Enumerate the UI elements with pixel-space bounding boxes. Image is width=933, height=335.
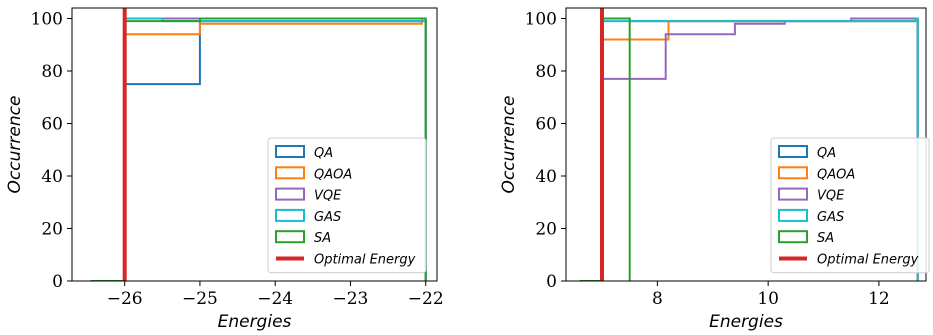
right-chart: 8 10 12 0 20 40 60 80 100 Energies Occurrence QA QAO… [499,7,930,332]
y-tick-label: 80 [535,62,557,82]
left-chart: −26 −25 −24 −23 −22 0 20 40 60 80 100 Energies Occur… [5,7,444,332]
legend-swatch-qaoa [778,166,808,180]
x-tick-label: −26 [107,289,143,309]
y-tick-label: 20 [41,220,63,240]
legend-label: SA [314,231,331,246]
y-tick-label: 100 [31,10,63,30]
legend-swatch-gas [778,208,808,222]
y-tick-label: 40 [535,167,557,187]
y-tick-label: 20 [535,220,557,240]
x-tick-label: 8 [652,289,663,309]
y-tick-label: 80 [41,62,63,82]
axes-frame [71,7,438,282]
legend-swatch-qaoa [275,166,305,180]
legend: QA QAOA VQE GAS SA Optimal Energy [267,137,427,274]
legend-label: VQE [314,189,342,204]
legend-label: QA [314,146,333,161]
legend-box [267,137,427,274]
legend-label: QAOA [817,167,855,182]
legend-swatch-qa [275,145,305,158]
legend-label: GAS [314,210,341,225]
y-tick-label: 0 [546,272,557,292]
legend-swatch-sa [778,230,808,244]
legend-label: QAOA [314,167,352,182]
series-sa-line [579,17,631,281]
series-gas-line [579,17,919,281]
x-tick-label: −23 [333,289,369,309]
plot-area [579,8,919,281]
legend-swatch-gas [275,208,305,222]
y-tick-label: 60 [535,115,557,135]
y-tick-label: 60 [41,115,63,135]
legend-label: QA [817,146,836,161]
x-tick-label: −24 [257,289,293,309]
legend-swatch-vqe [275,187,305,201]
y-axis-label: Occurrence [499,96,519,194]
legend-box [770,137,930,274]
legend-label: SA [817,231,834,246]
legend-swatch-sa [275,230,305,244]
legend-label: VQE [817,189,845,204]
plot-area [90,8,427,281]
y-tick-label: 0 [52,272,63,292]
legend-swatch-vqe [778,187,808,201]
y-tick-label: 100 [525,10,557,30]
series-sa-line [90,17,427,281]
x-tick-label: −25 [182,289,218,309]
legend-label: Optimal Energy [314,253,416,268]
legend-label: Optimal Energy [817,253,919,268]
legend-swatch-qa [778,145,808,158]
y-tick-label: 40 [41,167,63,187]
legend-label: GAS [817,210,844,225]
x-tick-label: −22 [408,289,444,309]
x-axis-label: Energies [218,312,292,332]
x-tick-label: 12 [868,289,890,309]
y-axis-label: Occurrence [5,96,25,194]
x-tick-label: 10 [757,289,779,309]
legend: QA QAOA VQE GAS SA Optimal Energy [770,137,930,274]
x-axis-label: Energies [709,312,783,332]
